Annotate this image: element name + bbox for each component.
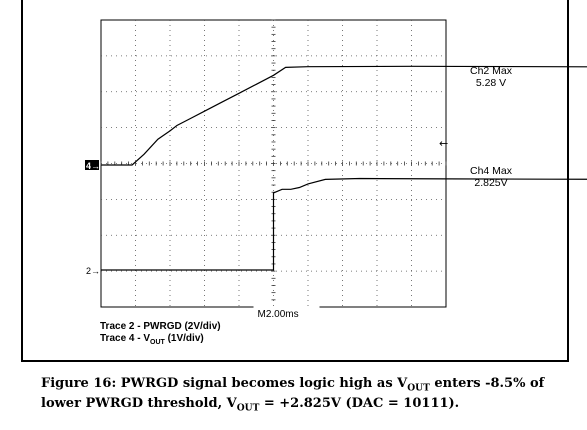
scope-traces <box>101 65 587 271</box>
trace-4-vout-line <box>101 65 587 166</box>
scope-markers: 4→ 2→ ← M2.00ms <box>85 137 448 320</box>
ch4-readout-title: Ch4 Max <box>469 165 512 177</box>
ch4-readout: Ch4 Max 2.825V <box>461 165 521 189</box>
ch2-readout-value: 5.28 V <box>475 77 507 89</box>
trace-2-pwrgd-line <box>101 177 587 271</box>
ch4-marker-label: 4→ <box>86 161 100 171</box>
ch4-readout-value: 2.825V <box>474 177 508 189</box>
ch4-marker-box <box>85 160 99 170</box>
trace4-note: Trace 4 - VOUT (1V/div) <box>100 333 204 346</box>
caption-subscript-2: OUT <box>236 402 260 414</box>
figure-frame <box>21 0 569 362</box>
trace4-note-subscript: OUT <box>150 339 165 346</box>
caption-subscript-1: OUT <box>407 382 430 394</box>
ch2-ground-marker: 2→ <box>86 266 100 276</box>
figure-caption: Figure 16: PWRGD signal becomes logic hi… <box>41 376 561 415</box>
time-base-readout: M2.00ms <box>253 306 320 320</box>
trace2-note: Trace 2 - PWRGD (2V/div) <box>100 321 221 332</box>
ch2-marker-label: 2→ <box>86 266 100 276</box>
time-base-bg <box>253 306 320 319</box>
caption-part-3: = +2.825V (DAC = 10111). <box>259 395 460 411</box>
ch4-ground-marker: 4→ <box>85 160 100 171</box>
trace4-note-prefix: Trace 4 - V <box>100 333 151 344</box>
trace4-note-suffix: (1V/div) <box>164 333 204 344</box>
caption-part-2: enters -8.5% of lower PWRGD threshold, V <box>41 376 545 411</box>
time-base-label: M2.00ms <box>258 309 299 320</box>
caption-part-1: Figure 16: PWRGD signal becomes logic hi… <box>41 376 408 391</box>
ch2-readout-title: Ch2 Max <box>469 65 512 77</box>
trigger-level-arrow-icon: ← <box>439 137 448 150</box>
ch2-readout: Ch2 Max 5.28 V <box>461 65 521 89</box>
